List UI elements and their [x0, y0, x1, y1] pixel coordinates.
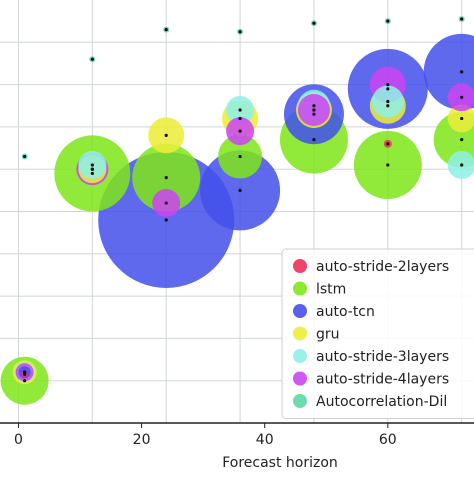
point-marker — [386, 19, 390, 23]
point-marker — [238, 30, 242, 34]
point-marker — [386, 104, 390, 108]
legend-marker — [293, 326, 307, 341]
point-marker — [23, 370, 27, 374]
point-marker — [238, 188, 242, 192]
x-tick-label: 40 — [256, 432, 274, 448]
x-tick-label: 60 — [379, 432, 397, 448]
point-marker — [460, 17, 464, 21]
x-tick-label: 20 — [133, 432, 151, 448]
point-marker — [312, 137, 316, 142]
legend-label: auto-stride-2layers — [316, 259, 449, 275]
point-marker — [386, 99, 390, 104]
legend: auto-stride-2layers lstm auto-tcn gru auto-s… — [281, 248, 474, 419]
point-marker — [238, 116, 242, 121]
legend-marker — [293, 304, 307, 318]
legend-label: auto-stride-3layers — [316, 349, 449, 365]
point-marker — [386, 83, 390, 87]
point-marker — [238, 154, 242, 159]
point-marker — [23, 154, 27, 159]
point-marker — [238, 129, 242, 133]
legend-marker — [293, 349, 307, 363]
point-marker — [312, 21, 316, 25]
legend-marker — [293, 371, 307, 386]
x-axis-ticks: 0 20 40 60 — [14, 423, 397, 448]
point-marker — [460, 70, 464, 74]
point-marker — [312, 112, 316, 116]
point-marker — [164, 201, 168, 205]
point-marker — [164, 133, 168, 137]
point-marker — [386, 142, 390, 146]
point-marker — [460, 163, 464, 167]
point-marker — [90, 57, 94, 61]
point-marker — [90, 171, 94, 176]
x-axis-label: Forecast horizon — [222, 455, 338, 471]
point-marker — [460, 137, 464, 142]
point-marker — [386, 87, 390, 91]
point-marker — [386, 163, 390, 167]
point-marker — [460, 95, 464, 99]
point-marker — [164, 176, 168, 180]
point-marker — [90, 167, 94, 171]
point-marker — [312, 108, 316, 112]
point-marker — [312, 104, 316, 108]
x-tick-label: 0 — [14, 432, 23, 448]
point-marker — [238, 108, 242, 112]
point-marker — [164, 28, 168, 32]
point-marker — [460, 116, 464, 121]
point-marker — [164, 218, 168, 222]
point-marker — [90, 163, 94, 167]
legend-label: gru — [316, 327, 340, 343]
point-markers — [23, 17, 464, 383]
legend-label: Autocorrelation-Dil — [316, 394, 447, 410]
legend-label: auto-stride-4layers — [316, 372, 449, 388]
point-marker — [23, 379, 27, 383]
legend-label: lstm — [316, 282, 346, 298]
legend-box — [281, 248, 474, 419]
legend-marker — [293, 394, 307, 408]
legend-marker — [293, 259, 307, 273]
legend-label: auto-tcn — [316, 304, 375, 320]
legend-marker — [293, 281, 307, 296]
